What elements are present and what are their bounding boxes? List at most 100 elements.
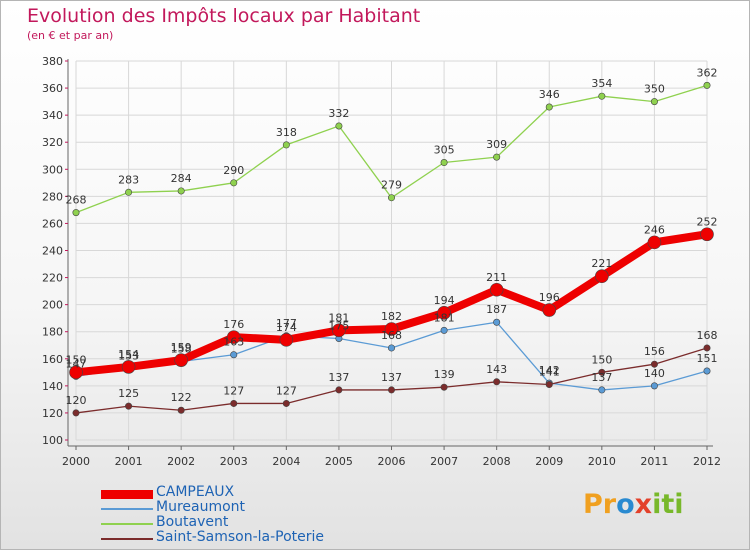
data-point (230, 179, 238, 187)
data-point (177, 406, 185, 414)
x-tick-label: 2011 (640, 455, 668, 468)
data-point (545, 381, 553, 389)
data-label: 153 (118, 349, 139, 362)
series-boutavent (72, 81, 711, 217)
data-label: 350 (644, 83, 665, 96)
data-label: 174 (276, 321, 297, 334)
legend-swatch (101, 538, 153, 540)
y-tick-label: 200 (42, 299, 63, 312)
data-point (437, 305, 451, 320)
data-label: 290 (223, 164, 244, 177)
y-tick-label: 360 (42, 82, 63, 95)
data-label: 151 (697, 352, 718, 365)
data-label: 159 (171, 341, 192, 354)
data-label: 120 (66, 394, 87, 407)
data-point (121, 360, 136, 374)
data-point (703, 367, 711, 375)
y-tick-label: 220 (42, 272, 63, 285)
data-point (279, 333, 294, 347)
data-point (598, 368, 606, 376)
data-label: 187 (486, 303, 507, 316)
data-label: 175 (328, 319, 349, 332)
data-label: 182 (381, 310, 402, 323)
data-label: 156 (644, 345, 665, 358)
data-label: 283 (118, 173, 139, 186)
x-tick-label: 2010 (588, 455, 616, 468)
data-point (387, 194, 395, 202)
data-label: 221 (591, 257, 612, 270)
data-label: 150 (66, 353, 87, 366)
legend-label: Boutavent (156, 514, 229, 530)
data-point (703, 81, 711, 89)
data-point (332, 323, 346, 338)
data-point (230, 351, 238, 359)
x-tick-label: 2005 (325, 455, 353, 468)
y-tick-label: 180 (42, 326, 63, 339)
data-point (489, 282, 504, 297)
data-point (226, 330, 241, 344)
y-tick-label: 160 (42, 353, 63, 366)
data-point (72, 209, 80, 217)
data-labels: 268 283 284 290 318 332 279 305 309 346 354 350 362 1… (66, 66, 718, 407)
data-label: 125 (118, 387, 139, 400)
data-label: 318 (276, 126, 297, 139)
data-point (440, 383, 448, 391)
data-point (282, 399, 290, 407)
data-label: 177 (276, 317, 297, 330)
data-point (493, 153, 501, 161)
y-tick-label: 280 (42, 190, 63, 203)
data-label: 246 (644, 223, 665, 236)
legend-label: CAMPEAUX (156, 484, 235, 500)
data-point (69, 365, 83, 380)
legend-label: Mureaumont (156, 499, 246, 515)
chart-title: Evolution des Impôts locaux par Habitant (27, 5, 421, 27)
data-point (650, 382, 658, 390)
data-label: 194 (434, 294, 455, 307)
y-tick-label: 300 (42, 163, 63, 176)
data-point (174, 353, 188, 367)
data-point (598, 386, 606, 394)
data-label: 181 (434, 311, 455, 324)
proxiti-logo: Proxiti (583, 489, 684, 520)
data-label: 158 (171, 342, 192, 355)
x-tick-label: 2006 (378, 455, 406, 468)
data-label: 332 (328, 107, 349, 120)
y-tick-label: 340 (42, 109, 63, 122)
data-point (493, 378, 501, 386)
data-label: 147 (66, 357, 87, 370)
x-tick-label: 2009 (535, 455, 563, 468)
data-label: 362 (697, 66, 718, 79)
data-label: 279 (381, 179, 402, 192)
data-point (595, 269, 609, 284)
legend-swatch (101, 508, 153, 510)
x-tick-label: 2012 (693, 455, 721, 468)
chart-subtitle: (en € et par an) (27, 29, 114, 42)
data-point (230, 399, 238, 407)
data-point (647, 235, 662, 250)
data-label: 142 (539, 364, 560, 377)
data-point (125, 402, 133, 410)
data-label: 176 (223, 318, 244, 331)
data-label: 150 (591, 353, 612, 366)
x-tick-label: 2007 (430, 455, 458, 468)
x-tick-label: 2008 (483, 455, 511, 468)
data-label: 127 (276, 384, 297, 397)
data-point (387, 344, 395, 352)
data-label: 309 (486, 138, 507, 151)
x-tick-label: 2000 (62, 455, 90, 468)
legend-swatch (101, 523, 153, 525)
data-label: 137 (381, 371, 402, 384)
legend-label: Saint-Samson-la-Poterie (156, 529, 325, 545)
data-label: 137 (591, 371, 612, 384)
x-tick-label: 2002 (167, 455, 195, 468)
series-saint-samson-la-poterie (72, 344, 711, 417)
series-lines (69, 81, 714, 417)
data-point (282, 141, 290, 149)
data-point (72, 409, 80, 417)
data-label: 252 (697, 215, 718, 228)
y-tick-label: 140 (42, 380, 63, 393)
x-tick-label: 2004 (272, 455, 300, 468)
data-label: 181 (328, 311, 349, 324)
data-point (598, 92, 606, 100)
